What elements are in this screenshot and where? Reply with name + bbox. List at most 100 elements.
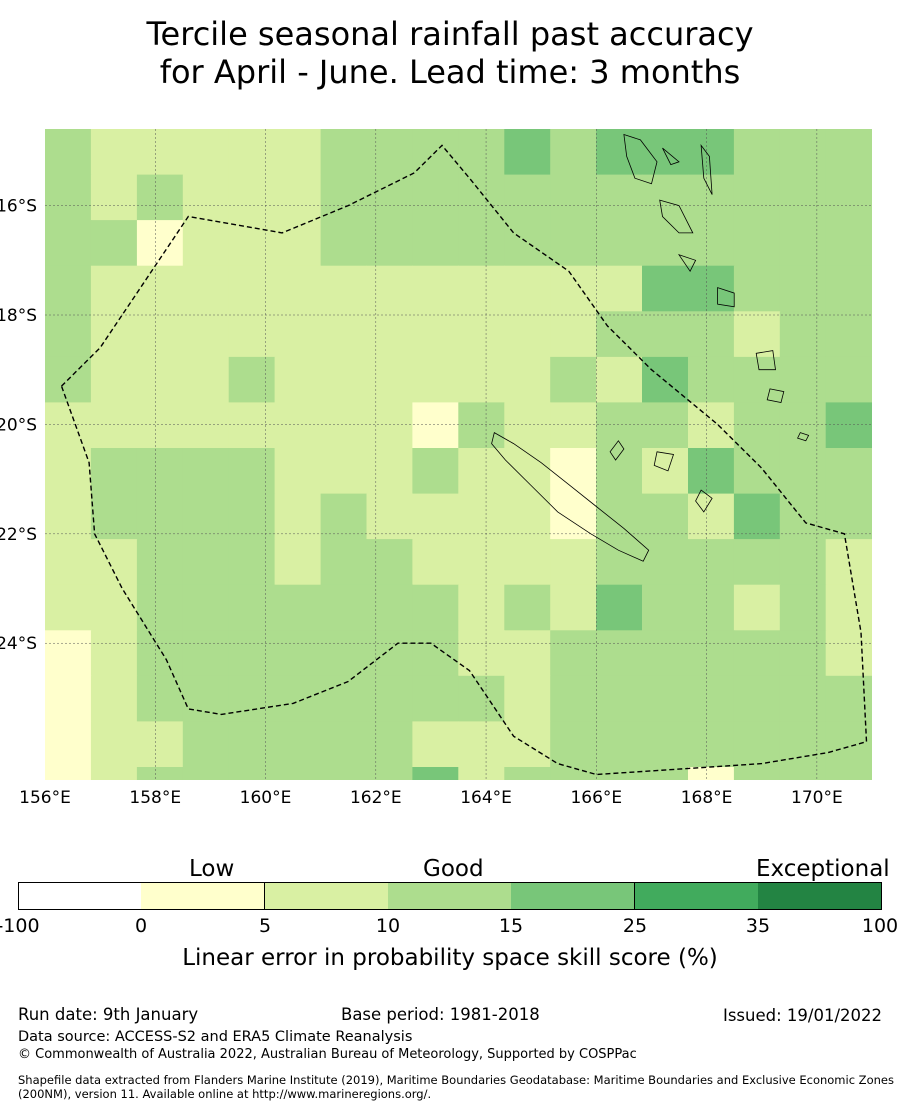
loyalty-island-outline xyxy=(609,440,625,461)
skill-cell xyxy=(688,584,735,631)
skill-cell xyxy=(596,174,643,221)
skill-cell xyxy=(825,265,872,312)
skill-cell xyxy=(320,220,368,267)
skill-cell xyxy=(366,402,413,449)
skill-cell xyxy=(779,630,827,677)
skill-cell xyxy=(596,584,643,631)
skill-cell xyxy=(366,767,413,780)
longitude-tick-labels: 156°E 158°E 160°E 162°E 164°E 166°E 168°E 170°E xyxy=(19,788,843,808)
skill-cell xyxy=(182,675,230,722)
skill-cell xyxy=(136,129,184,176)
skill-cell xyxy=(274,584,322,631)
vanuatu-island-outline xyxy=(755,350,776,371)
colorbar-tick: 15 xyxy=(498,915,524,937)
latitude-tick-label: 24°S xyxy=(0,634,37,654)
skill-cell xyxy=(320,630,368,677)
skill-cell xyxy=(596,265,643,312)
skill-cell xyxy=(366,675,413,722)
skill-cell xyxy=(596,813,643,821)
skill-cell xyxy=(642,311,689,358)
skill-cell xyxy=(733,220,781,267)
skill-cell xyxy=(733,129,781,176)
skill-cell xyxy=(90,539,138,586)
skill-cell xyxy=(642,356,689,404)
skill-cell xyxy=(779,721,827,768)
skill-cell xyxy=(504,767,551,780)
skill-cell xyxy=(596,220,643,267)
longitude-tick-label: 168°E xyxy=(681,788,733,808)
skill-cell xyxy=(550,448,597,495)
skill-cell xyxy=(688,539,735,586)
skill-cell xyxy=(825,174,872,221)
skill-cell xyxy=(825,584,872,631)
skill-cell xyxy=(458,129,505,176)
skill-cell xyxy=(136,675,184,722)
skill-cell xyxy=(45,675,92,722)
skill-cell xyxy=(458,721,505,768)
vanuatu-island-outline xyxy=(766,388,785,403)
colorbar-axis-label: Linear error in probability space skill … xyxy=(182,945,718,971)
skill-cell xyxy=(182,356,230,404)
colorbar-tick: 35 xyxy=(745,915,771,937)
skill-cell xyxy=(733,448,781,495)
skill-cell xyxy=(136,174,184,221)
colorbar-tick: 0 xyxy=(134,915,148,937)
colorbar-category-good: Good xyxy=(423,856,484,882)
skill-cell xyxy=(320,311,368,358)
longitude-tick-label: 162°E xyxy=(350,788,402,808)
skill-cell xyxy=(688,129,735,176)
skill-cell xyxy=(90,402,138,449)
colorbar-tick: 100 xyxy=(861,915,899,937)
skill-cell xyxy=(320,129,368,176)
skill-cell xyxy=(412,493,459,540)
skill-cell xyxy=(90,129,138,176)
skill-cell xyxy=(688,493,735,540)
skill-cell xyxy=(550,584,597,631)
skill-cell xyxy=(733,493,781,540)
skill-cell xyxy=(733,721,781,768)
skill-cell xyxy=(825,767,872,780)
skill-cell xyxy=(688,630,735,677)
skill-cell xyxy=(90,584,138,631)
skill-cell xyxy=(136,265,184,312)
skill-cell xyxy=(596,675,643,722)
skill-cell xyxy=(825,630,872,677)
graticule xyxy=(45,129,872,780)
colorbar-tick: -100 xyxy=(0,915,40,937)
skill-cell xyxy=(366,174,413,221)
skill-cell xyxy=(183,813,230,821)
skill-cell xyxy=(274,630,322,677)
latitude-tick-label: 18°S xyxy=(0,306,37,326)
latitude-tick-labels: 16°S 18°S 20°S 22°S 24°S xyxy=(0,197,37,655)
map-title-line2: for April - June. Lead time: 3 months xyxy=(159,53,741,91)
skill-cell xyxy=(320,356,368,404)
skill-cell xyxy=(550,129,597,176)
skill-cell xyxy=(136,630,184,677)
skill-cell xyxy=(366,721,413,768)
skill-cell xyxy=(228,767,276,780)
skill-cell xyxy=(412,630,459,677)
colorbar-segment xyxy=(635,882,759,910)
skill-cell xyxy=(229,813,276,821)
skill-cell xyxy=(504,630,551,677)
skill-cell xyxy=(458,448,505,495)
skill-cell xyxy=(642,721,689,768)
skill-cell xyxy=(274,174,322,221)
longitude-tick-label: 158°E xyxy=(129,788,181,808)
skill-cell xyxy=(642,402,689,449)
skill-cell xyxy=(45,630,92,677)
skill-grid-cells xyxy=(45,129,872,821)
skill-cell xyxy=(182,630,230,677)
skill-cell xyxy=(228,721,276,768)
colorbar-tick: 10 xyxy=(375,915,401,937)
skill-cell xyxy=(779,448,827,495)
skill-cell xyxy=(504,675,551,722)
skill-cell xyxy=(274,493,322,540)
skill-cell xyxy=(366,584,413,631)
skill-cell xyxy=(642,265,689,312)
skill-cell xyxy=(642,174,689,221)
skill-cell xyxy=(45,584,92,631)
skill-cell xyxy=(228,630,276,677)
skill-cell xyxy=(45,265,92,312)
colorbar-segment xyxy=(758,882,882,910)
